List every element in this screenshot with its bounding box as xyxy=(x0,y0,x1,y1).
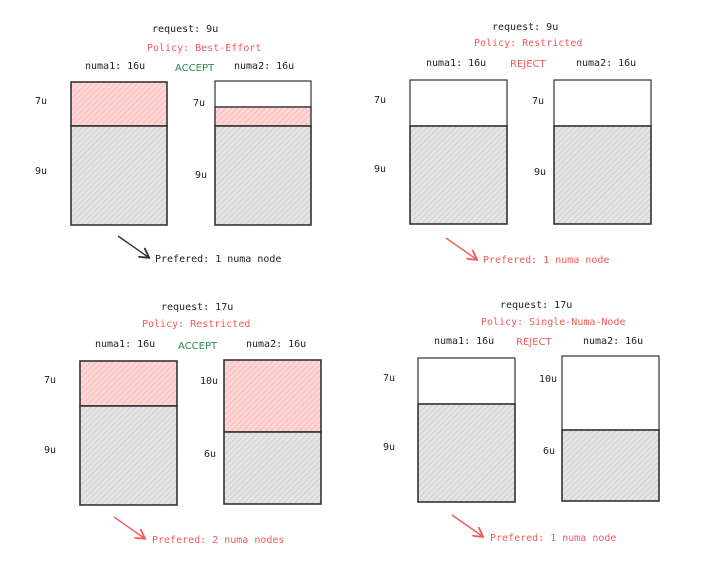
p1-numa1-label: numa1: 16u xyxy=(85,61,146,72)
p2-numa2-label: numa2: 16u xyxy=(576,58,637,69)
p3-numa1-top: 7u xyxy=(44,375,57,386)
p1-request: request: 9u xyxy=(152,24,219,35)
p4-numa2-free xyxy=(561,429,660,502)
p2-numa1-label: numa1: 16u xyxy=(426,58,487,69)
p4-numa1-empty xyxy=(417,357,516,405)
p3-numa2-free xyxy=(223,431,322,505)
p2-prefer: Prefered: 1 numa node xyxy=(483,255,610,266)
p2-numa1-free xyxy=(409,125,508,225)
p1-prefer: Prefered: 1 numa node xyxy=(155,254,282,265)
p1-numa2-label: numa2: 16u xyxy=(234,61,295,72)
p3-numa1-used xyxy=(79,360,178,407)
p3-policy: Policy: Restricted xyxy=(142,319,251,330)
p3-numa1-bottom: 9u xyxy=(44,445,57,456)
p1-numa2-free xyxy=(214,125,312,226)
panel-4-shapes xyxy=(417,355,660,536)
p4-numa2-bottom: 6u xyxy=(543,446,556,457)
p3-request: request: 17u xyxy=(161,302,234,313)
panel-2-shapes xyxy=(409,79,652,259)
p2-arrow xyxy=(445,237,476,259)
panel-3-shapes xyxy=(79,359,322,538)
p4-request: request: 17u xyxy=(500,300,573,311)
p3-numa1-label: numa1: 16u xyxy=(95,339,156,350)
p1-numa2-used xyxy=(214,106,312,127)
p3-prefer: Prefered: 2 numa nodes xyxy=(152,535,285,546)
p3-numa2-label: numa2: 16u xyxy=(246,339,307,350)
p2-numa2-bottom: 9u xyxy=(534,167,547,178)
p4-policy: Policy: Single-Numa-Node xyxy=(481,317,626,328)
p1-arrow xyxy=(117,235,148,257)
panel-1-shapes xyxy=(70,80,312,257)
p4-prefer: Prefered: 1 numa node xyxy=(490,533,617,544)
p4-numa2-empty xyxy=(561,355,660,431)
p3-verdict: ACCEPT xyxy=(178,341,218,352)
p1-numa2-bottom: 9u xyxy=(195,170,208,181)
p2-verdict: REJECT xyxy=(510,59,546,70)
p2-policy: Policy: Restricted xyxy=(474,38,583,49)
p2-numa1-empty xyxy=(409,79,508,127)
p1-numa1-used xyxy=(70,81,168,127)
p4-numa2-label: numa2: 16u xyxy=(583,336,644,347)
p4-numa1-label: numa1: 16u xyxy=(434,336,495,347)
p1-numa2-empty xyxy=(214,80,312,108)
p4-verdict: REJECT xyxy=(516,337,552,348)
p1-numa2-top: 7u xyxy=(193,98,206,109)
p4-numa1-top: 7u xyxy=(383,373,396,384)
p1-verdict: ACCEPT xyxy=(175,63,215,74)
p2-numa2-top: 7u xyxy=(532,96,545,107)
p4-arrow xyxy=(451,514,482,536)
p3-numa1-free xyxy=(79,405,178,506)
p1-policy: Policy: Best-Effort xyxy=(147,43,262,54)
p2-numa1-top: 7u xyxy=(374,95,387,106)
p2-numa2-empty xyxy=(553,79,652,127)
p2-numa1-bottom: 9u xyxy=(374,164,387,175)
p2-numa2-free xyxy=(553,125,652,225)
p3-numa2-used xyxy=(223,359,322,433)
p1-numa1-bottom: 9u xyxy=(35,166,48,177)
p3-arrow xyxy=(113,516,144,538)
p1-numa1-free xyxy=(70,125,168,226)
p4-numa1-bottom: 9u xyxy=(383,442,396,453)
p1-numa1-top: 7u xyxy=(35,96,48,107)
p4-numa1-free xyxy=(417,403,516,503)
p3-numa2-top: 10u xyxy=(200,376,219,387)
p3-numa2-bottom: 6u xyxy=(204,449,217,460)
p2-request: request: 9u xyxy=(492,22,559,33)
p4-numa2-top: 10u xyxy=(539,374,558,385)
